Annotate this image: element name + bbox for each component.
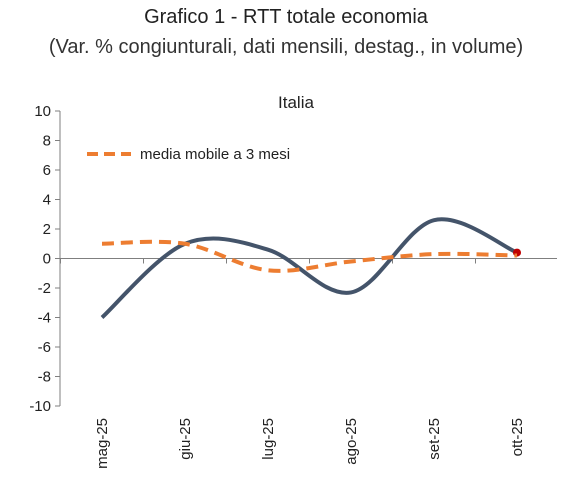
y-tick-label: -6: [38, 339, 51, 356]
y-tick-label: 4: [43, 192, 51, 209]
x-tick-label: ott-25: [509, 418, 526, 456]
chart-title: Grafico 1 - RTT totale economia: [144, 6, 428, 28]
x-tick-label: lug-25: [260, 418, 277, 460]
rtt-series-line: [100, 217, 518, 319]
chart-subtitle: (Var. % congiunturali, dati mensili, des…: [48, 36, 524, 58]
x-tick-label: ago-25: [343, 418, 360, 465]
y-tick-label: -8: [38, 369, 51, 386]
legend-label: media mobile a 3 mesi: [140, 146, 290, 163]
x-tick-label: mag-25: [94, 418, 111, 469]
y-tick-label: 10: [34, 103, 51, 120]
y-tick-label: 8: [43, 133, 51, 150]
y-tick-label: -2: [38, 280, 51, 297]
y-tick-label: -4: [38, 310, 51, 327]
panel-label: Italia: [278, 93, 314, 112]
y-tick-label: -10: [29, 398, 51, 415]
moving-average-series-line: [101, 239, 518, 273]
y-tick-label: 0: [43, 251, 51, 268]
y-tick-label: 6: [43, 162, 51, 179]
x-tick-label: set-25: [426, 418, 443, 460]
x-tick-label: giu-25: [177, 418, 194, 460]
y-tick-label: 2: [43, 221, 51, 238]
